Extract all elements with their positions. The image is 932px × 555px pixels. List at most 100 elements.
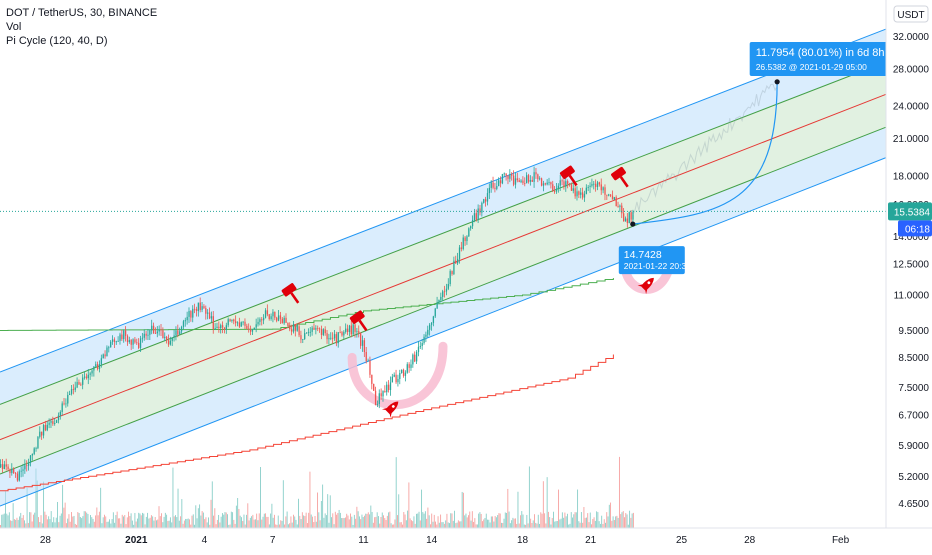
candle-body [231, 319, 233, 321]
candle-body [128, 340, 131, 343]
candle-body [298, 326, 300, 336]
volume-bar [598, 521, 600, 528]
volume-bar [436, 524, 438, 528]
volume-bar [544, 513, 546, 528]
volume-bar [625, 513, 627, 528]
volume-bar [233, 519, 235, 528]
pi-cycle-indicator-label[interactable]: Pi Cycle (120, 40, D) [6, 35, 108, 47]
price-axis-bg [886, 0, 932, 550]
volume-bar [346, 513, 348, 528]
candle-body [57, 415, 60, 421]
candle-body [330, 337, 332, 339]
candle-body [624, 218, 627, 222]
volume-bar [555, 521, 557, 528]
candle-body [208, 312, 211, 319]
volume-bar [35, 468, 37, 528]
volume-bar [197, 508, 199, 528]
volume-bar [620, 514, 622, 528]
volume-bar [277, 515, 279, 528]
candle-body [570, 184, 573, 191]
candle-body [59, 411, 61, 416]
volume-bar [338, 509, 340, 528]
candle-body [488, 187, 491, 194]
candle-body [281, 318, 283, 324]
volume-bar [134, 512, 136, 528]
volume-bar [355, 518, 357, 528]
volume-bar [129, 516, 131, 528]
volume-bar [185, 518, 187, 528]
volume-bar [49, 519, 51, 528]
volume-bar [419, 520, 421, 528]
volume-bar [319, 520, 321, 528]
symbol-title[interactable]: DOT / TetherUS, 30, BINANCE [6, 7, 158, 19]
volume-bar [573, 514, 575, 528]
volume-bar [627, 524, 629, 528]
candle-body [516, 178, 518, 181]
volume-bar [339, 512, 341, 528]
candle-body [402, 369, 405, 376]
volume-bar [186, 518, 188, 528]
volume-bar [65, 523, 67, 528]
volume-bar [73, 515, 75, 528]
candle-body [539, 178, 541, 180]
candle-body [496, 186, 498, 189]
volume-bar [347, 515, 349, 528]
candle-body [475, 213, 477, 220]
volume-bar [379, 523, 381, 528]
candle-body [468, 228, 470, 237]
volume-bar [462, 492, 464, 528]
volume-bar [485, 513, 487, 528]
volume-bar [291, 522, 293, 528]
candle-body [255, 324, 257, 328]
volume-bar [88, 523, 90, 528]
volume-bar [370, 505, 372, 528]
volume-bar [318, 512, 320, 528]
candle-body [253, 327, 255, 330]
price-tick-label: 7.5000 [898, 383, 929, 394]
volume-bar [468, 515, 469, 528]
volume-bar [603, 519, 605, 528]
candle-body [583, 193, 586, 198]
volume-bar [157, 519, 159, 528]
candle-body [518, 180, 520, 183]
candle-body [20, 470, 22, 472]
volume-bar [622, 511, 624, 528]
projection-curve [632, 81, 778, 225]
candle-body [430, 323, 433, 325]
volume-indicator-label[interactable]: Vol [6, 21, 22, 33]
candle-body [341, 332, 343, 336]
currency-button[interactable]: USDT [893, 5, 929, 23]
candle-body [259, 319, 261, 322]
volume-bar [413, 516, 415, 528]
price-tick-label: 9.5000 [898, 326, 929, 337]
volume-bar [187, 518, 189, 528]
candle-body [568, 183, 571, 185]
volume-bar [553, 511, 554, 528]
volume-bar [403, 512, 405, 528]
candle-body [76, 382, 78, 388]
volume-bar [388, 512, 390, 528]
candle-body [117, 340, 119, 342]
volume-bar [454, 510, 455, 528]
volume-bar [287, 524, 289, 528]
candle-body [611, 195, 614, 200]
volume-bar [153, 520, 155, 528]
candle-body [296, 326, 298, 331]
volume-bar [513, 518, 515, 528]
time-tick-label: 28 [40, 535, 52, 546]
volume-bar [221, 513, 223, 528]
candle-body [408, 364, 410, 368]
candle-body [567, 181, 569, 184]
candle-body [147, 334, 149, 336]
candle-body [481, 202, 483, 213]
volume-bar [589, 512, 591, 528]
volume-bar [52, 522, 53, 528]
candle-body [563, 181, 565, 187]
volume-bar [558, 489, 560, 528]
volume-bar [58, 522, 60, 528]
candle-body [406, 364, 408, 373]
volume-bar [398, 494, 400, 528]
volume-bar [539, 523, 540, 528]
